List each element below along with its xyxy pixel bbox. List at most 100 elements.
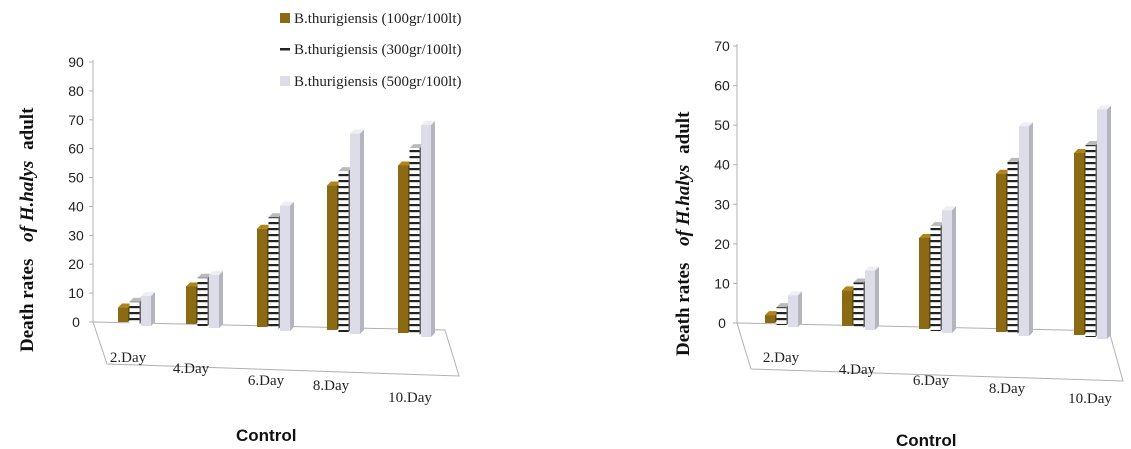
bar-top — [398, 161, 412, 166]
chart-left-y-label-main: Death rates — [17, 259, 38, 352]
chart-right-axes — [733, 44, 1124, 382]
y-tick-label: 10 — [68, 285, 84, 301]
bar-top — [930, 222, 945, 227]
bar-front — [129, 301, 140, 324]
bar-top — [1085, 141, 1100, 146]
bar-front — [842, 290, 852, 326]
legend: B.thurigiensis (100gr/100lt) B.thurigien… — [280, 11, 462, 90]
bar-top — [280, 201, 294, 206]
x-category-label: 4.Day — [839, 362, 876, 378]
bar-front — [1007, 161, 1018, 334]
bar-front — [209, 274, 219, 328]
chart-right-y-ticks: 0 10 20 30 40 50 60 70 — [714, 38, 730, 331]
bar-top — [186, 282, 200, 287]
y-tick-label: 60 — [714, 78, 730, 94]
chart-right-y-label-main: Death rates — [673, 263, 694, 356]
bar-top — [209, 270, 223, 275]
bar-top — [1097, 105, 1111, 110]
bar-top — [765, 311, 779, 316]
bar-top — [842, 286, 856, 291]
y-tick-label: 70 — [68, 112, 84, 128]
bar-top — [919, 233, 933, 238]
bar-front — [776, 307, 787, 325]
bar-front — [1085, 145, 1096, 337]
chart-right-bars — [765, 105, 1111, 339]
y-tick-label: 30 — [68, 227, 84, 243]
bar-front — [268, 217, 279, 329]
y-tick-label: 30 — [714, 196, 730, 212]
bar-front — [186, 286, 196, 324]
bar-side — [360, 129, 364, 334]
bar-top — [776, 303, 791, 308]
bar-front — [942, 210, 952, 333]
bar-top — [338, 167, 353, 172]
chart-floor — [736, 322, 1124, 382]
bar-front — [327, 185, 337, 330]
chart-left-y-ticks: 0 10 20 30 40 50 60 70 80 90 — [68, 54, 84, 330]
bar-3-6-day — [942, 206, 956, 333]
bar-front — [765, 315, 775, 323]
chart-right-x-axis-label: Control — [896, 431, 956, 449]
y-tick-label: 10 — [714, 275, 730, 291]
bar-side — [798, 291, 802, 327]
y-tick-label: 60 — [68, 141, 84, 157]
x-category-label: 6.Day — [248, 373, 285, 389]
bar-front — [996, 173, 1006, 332]
y-tick-label: 40 — [68, 198, 84, 214]
x-category-label: 10.Day — [1068, 391, 1112, 407]
chart-right: 0 10 20 30 40 50 60 70 2.Day 4.Day 6.Day 8.Day 10.D… — [673, 38, 1124, 449]
bar-3-10-day — [1097, 105, 1111, 339]
x-category-label: 2.Day — [110, 350, 147, 366]
bar-top — [788, 291, 802, 296]
bar-front — [280, 205, 290, 331]
legend-item-series-2: B.thurigiensis (300gr/100lt) — [280, 42, 462, 58]
bar-3-6-day — [280, 201, 294, 331]
bar-front — [853, 282, 864, 328]
y-tick-label: 50 — [714, 117, 730, 133]
chart-left-y-axis-label: Death rates of H.halys adult — [17, 107, 38, 352]
bar-side — [431, 121, 435, 337]
bar-front — [1074, 152, 1084, 335]
bar-front — [1019, 126, 1029, 336]
y-tick-label: 70 — [714, 38, 730, 54]
legend-swatch-series-2 — [280, 48, 290, 51]
bar-front — [338, 171, 349, 332]
bar-top — [853, 278, 868, 283]
bar-front — [930, 226, 941, 331]
bar-front — [257, 228, 267, 327]
x-category-label: 4.Day — [173, 361, 210, 377]
x-category-label: 2.Day — [763, 350, 800, 366]
bar-front — [350, 133, 360, 334]
bar-top — [257, 224, 271, 229]
bar-side — [875, 266, 879, 330]
bar-3-8-day — [350, 129, 364, 334]
bar-front — [421, 125, 431, 337]
bar-side — [151, 292, 155, 326]
bar-3-2-day — [141, 292, 155, 326]
y-tick-label: 20 — [714, 236, 730, 252]
chart-left-y-label-italic: of H.halys — [17, 161, 38, 242]
bar-top — [350, 129, 364, 134]
bar-top — [1074, 148, 1088, 153]
chart-right-categories: 2.Day 4.Day 6.Day 8.Day 10.Day — [763, 350, 1112, 407]
y-tick-label: 0 — [72, 314, 80, 330]
legend-label-series-1: B.thurigiensis (100gr/100lt) — [294, 11, 462, 27]
y-tick-label: 0 — [718, 315, 726, 331]
bar-side — [219, 270, 223, 328]
bar-top — [268, 213, 283, 218]
bar-top — [996, 169, 1010, 174]
chart-left-x-axis-label: Control — [236, 426, 296, 445]
x-category-label: 8.Day — [989, 381, 1026, 397]
chart-right-y-axis-label: Death rates of H.halys adult — [673, 111, 694, 356]
legend-swatch-series-1 — [280, 13, 290, 23]
bar-3-8-day — [1019, 122, 1033, 336]
bar-top — [1007, 157, 1022, 162]
bar-top — [141, 292, 155, 296]
chart-left-y-label-end: adult — [17, 107, 38, 150]
bar-top — [421, 121, 435, 125]
y-tick-label: 20 — [68, 256, 84, 272]
chart-right-y-label-italic: of H.halys — [673, 165, 694, 246]
bar-front — [865, 270, 875, 330]
chart-left: 0 10 20 30 40 50 60 70 80 90 2.Day 4.Day 6.Day 8.Day… — [17, 54, 460, 445]
